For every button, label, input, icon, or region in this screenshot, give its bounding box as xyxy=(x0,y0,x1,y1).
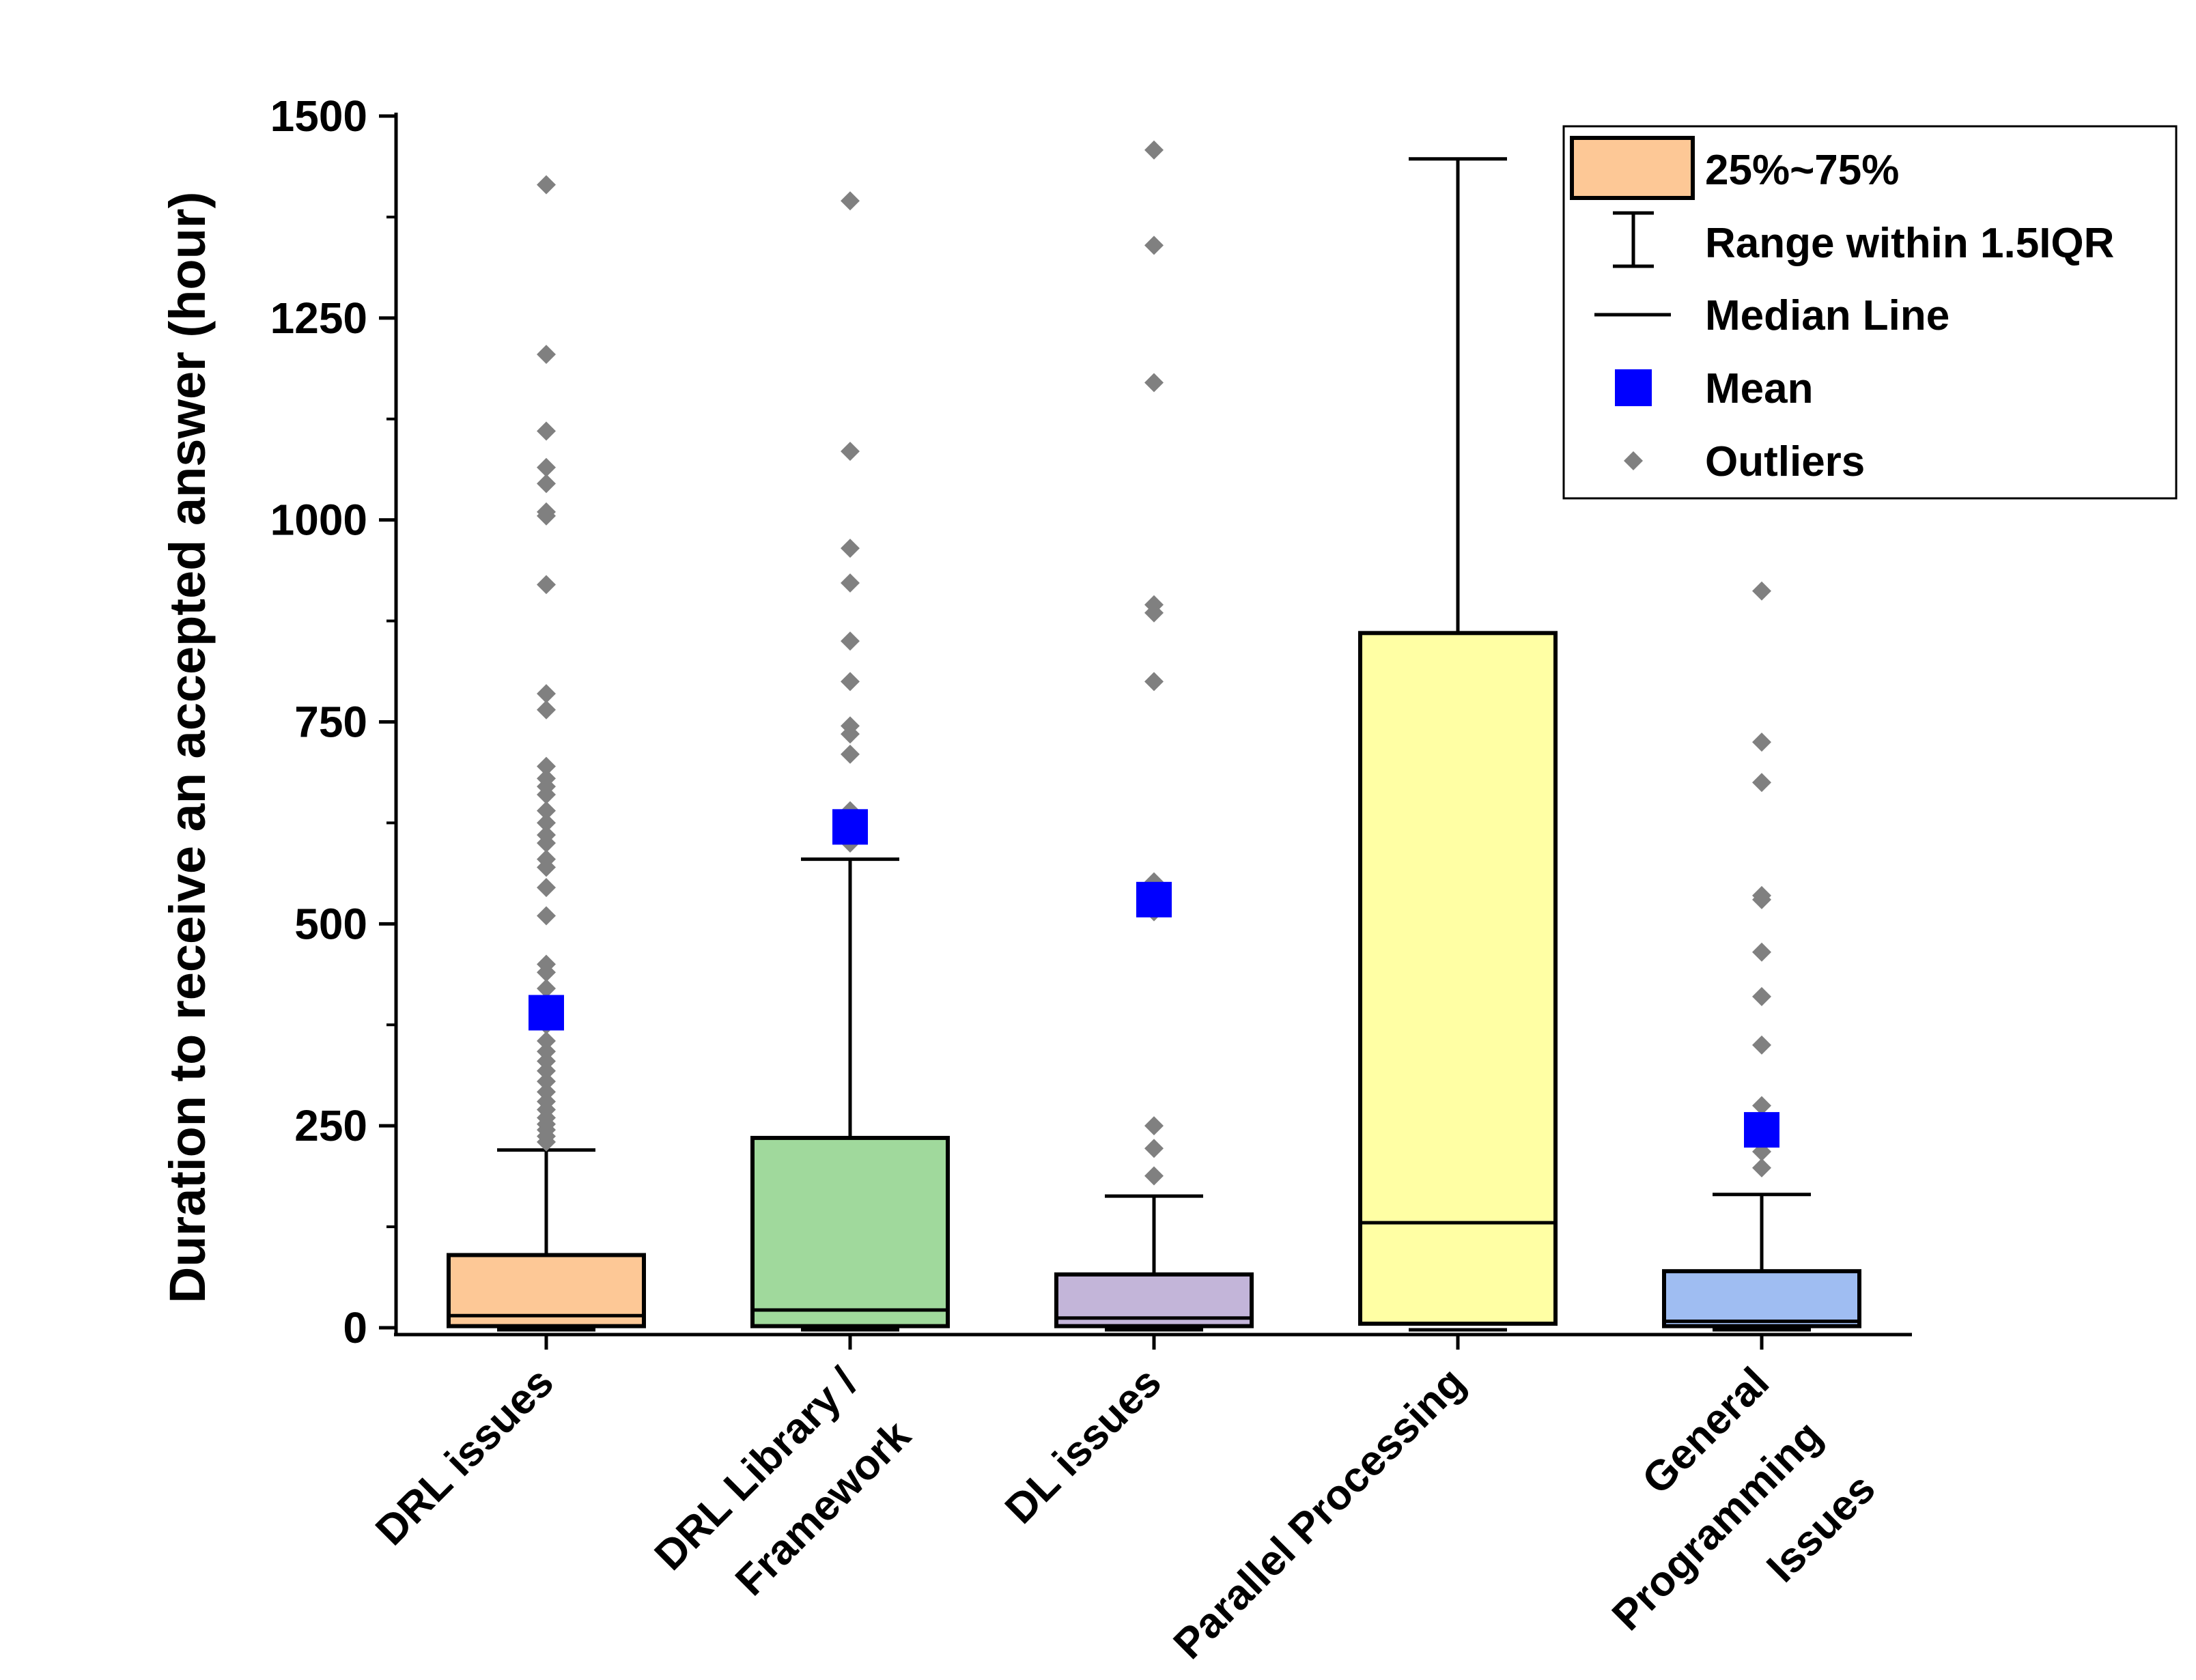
outlier-point xyxy=(841,631,860,651)
legend-label: 25%~75% xyxy=(1705,147,1899,194)
box-group xyxy=(750,191,950,1332)
outlier-point xyxy=(537,756,556,776)
box-group xyxy=(447,175,646,1332)
outlier-point xyxy=(537,1061,556,1081)
box-group xyxy=(1358,157,1558,1332)
outlier-point xyxy=(1144,672,1164,692)
outlier-point xyxy=(537,175,556,195)
outlier-point xyxy=(1752,1096,1771,1115)
y-tick-label: 1250 xyxy=(270,294,367,343)
outlier-point xyxy=(1144,236,1164,255)
box-iqr xyxy=(1358,631,1558,1326)
outlier-point xyxy=(1752,986,1771,1006)
y-tick-label: 1500 xyxy=(270,91,367,141)
category-label: DRL issues xyxy=(367,1358,563,1554)
outlier-point xyxy=(1144,1166,1164,1186)
outlier-point xyxy=(1752,1158,1771,1178)
outlier-point xyxy=(1752,885,1771,905)
outlier-point xyxy=(1752,773,1771,793)
outlier-point xyxy=(537,421,556,441)
legend-swatch-box xyxy=(1570,136,1695,200)
outlier-point xyxy=(841,191,860,211)
mean-marker xyxy=(1744,1112,1779,1148)
outlier-point xyxy=(537,906,556,926)
y-tick-label: 1000 xyxy=(270,496,367,545)
outlier-point xyxy=(841,672,860,692)
legend-swatch-mean xyxy=(1615,369,1652,406)
outlier-point xyxy=(1752,1035,1771,1055)
outlier-point xyxy=(1144,140,1164,160)
category-label-line: DRL issues xyxy=(367,1358,563,1554)
box-group xyxy=(1662,581,1861,1332)
mean-marker xyxy=(832,809,868,845)
outlier-point xyxy=(1144,1139,1164,1158)
outlier-point xyxy=(537,575,556,595)
outlier-point xyxy=(841,716,860,736)
outlier-point xyxy=(537,474,556,494)
outlier-point xyxy=(841,744,860,764)
box-series xyxy=(447,140,1861,1332)
outlier-point xyxy=(537,1092,556,1111)
legend-label: Mean xyxy=(1705,365,1813,412)
outlier-point xyxy=(537,1082,556,1102)
outlier-point xyxy=(1144,373,1164,393)
outlier-point xyxy=(537,979,556,998)
outlier-point xyxy=(537,813,556,833)
y-tick-label: 750 xyxy=(294,698,367,747)
outlier-point xyxy=(537,1051,556,1071)
outlier-point xyxy=(537,825,556,845)
outlier-point xyxy=(537,684,556,704)
outlier-point xyxy=(537,954,556,974)
outlier-point xyxy=(841,442,860,461)
outlier-point xyxy=(537,1042,556,1062)
category-label: DL issues xyxy=(996,1358,1170,1533)
outlier-point xyxy=(537,849,556,869)
legend-label: Range within 1.5IQR xyxy=(1705,220,2114,267)
legend-label: Outliers xyxy=(1705,438,1865,485)
legend: 25%~75% Range within 1.5IQR Median Line Mea… xyxy=(1562,125,2178,500)
outlier-point xyxy=(1752,942,1771,962)
outlier-point xyxy=(537,345,556,365)
box-iqr xyxy=(1662,1269,1861,1328)
outlier-point xyxy=(537,801,556,821)
outlier-point xyxy=(537,1031,556,1051)
outlier-point xyxy=(841,573,860,593)
box-iqr xyxy=(750,1135,950,1328)
outlier-point xyxy=(1144,595,1164,614)
outlier-point xyxy=(1752,581,1771,601)
outlier-point xyxy=(841,539,860,558)
category-label: DRL Library /Framework xyxy=(646,1358,920,1604)
category-label: Parallel Processing xyxy=(1165,1358,1474,1668)
outlier-point xyxy=(537,457,556,477)
legend-label: Median Line xyxy=(1705,292,1949,339)
y-axis-title: Duration to receive an accepted answer (… xyxy=(159,192,216,1303)
mean-marker xyxy=(529,995,564,1031)
outlier-point xyxy=(537,769,556,788)
outlier-point xyxy=(537,1072,556,1092)
outlier-point xyxy=(537,878,556,898)
outlier-point xyxy=(537,502,556,522)
outlier-point xyxy=(1144,1116,1164,1136)
legend-swatch-outlier xyxy=(1624,451,1643,470)
box-group xyxy=(1054,140,1254,1332)
outlier-point xyxy=(537,700,556,720)
outlier-point xyxy=(1752,732,1771,752)
mean-marker xyxy=(1136,881,1172,917)
y-tick-label: 250 xyxy=(294,1101,367,1150)
y-tick-label: 0 xyxy=(343,1303,367,1352)
category-label-line: DL issues xyxy=(996,1358,1170,1533)
y-tick-label: 500 xyxy=(294,899,367,948)
category-label-line: Parallel Processing xyxy=(1165,1358,1474,1668)
